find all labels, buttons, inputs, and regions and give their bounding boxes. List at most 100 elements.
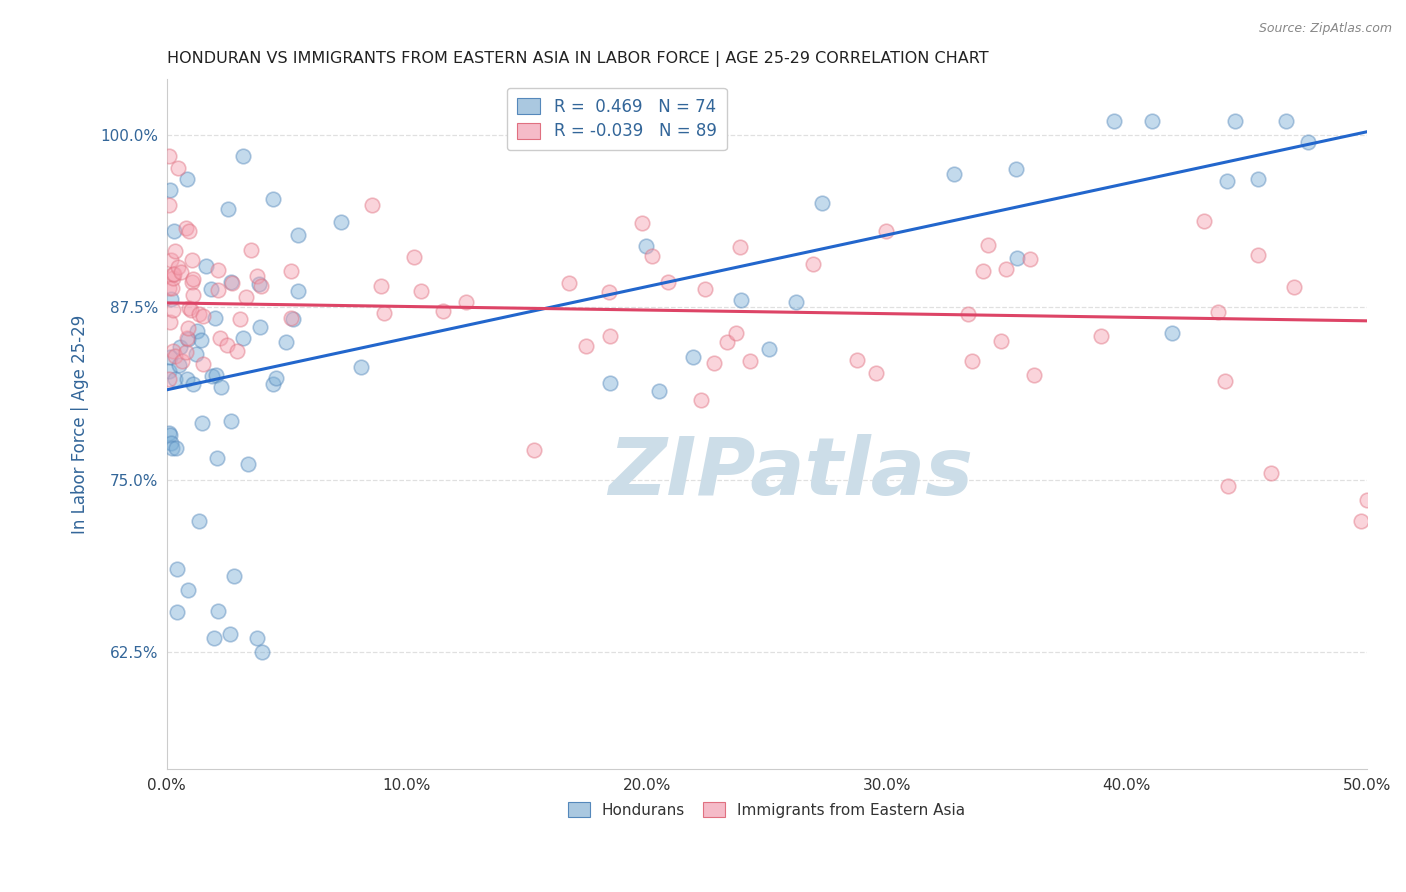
Point (169, 340, 191, 354)
Point (801, 257, 824, 271)
Point (209, 331, 232, 345)
Point (157, 281, 180, 295)
Point (1225, 113, 1247, 128)
Point (181, 377, 204, 392)
Point (157, 364, 180, 378)
Point (657, 275, 679, 289)
Point (1296, 135, 1319, 149)
Point (188, 307, 211, 321)
Point (990, 334, 1012, 348)
Point (409, 285, 432, 299)
Point (157, 149, 180, 163)
Point (219, 413, 242, 427)
Point (204, 311, 226, 326)
Point (1355, 493, 1378, 508)
Point (188, 514, 211, 528)
Point (252, 645, 274, 659)
Point (1022, 368, 1045, 383)
Point (219, 627, 242, 641)
Point (170, 265, 193, 279)
Point (166, 562, 188, 576)
Legend: Hondurans, Immigrants from Eastern Asia: Hondurans, Immigrants from Eastern Asia (562, 796, 972, 823)
Point (232, 148, 254, 162)
Point (280, 264, 302, 278)
Point (575, 338, 598, 352)
Point (177, 582, 200, 597)
Point (209, 380, 232, 394)
Point (181, 288, 204, 302)
Point (160, 281, 183, 295)
Point (166, 606, 188, 620)
Point (160, 435, 183, 450)
Point (160, 253, 183, 268)
Point (249, 320, 271, 334)
Point (1160, 326, 1182, 340)
Point (263, 192, 285, 206)
Point (200, 282, 222, 296)
Point (361, 198, 384, 212)
Point (165, 441, 187, 455)
Point (163, 244, 186, 258)
Point (246, 631, 269, 645)
Point (169, 359, 191, 373)
Point (162, 344, 184, 359)
Point (1215, 174, 1237, 188)
Point (682, 350, 704, 364)
Point (875, 224, 897, 238)
Point (972, 264, 994, 278)
Point (404, 250, 426, 264)
Point (232, 331, 254, 345)
Text: Source: ZipAtlas.com: Source: ZipAtlas.com (1258, 22, 1392, 36)
Point (264, 371, 287, 385)
Point (238, 457, 260, 471)
Point (942, 167, 965, 181)
Point (599, 329, 621, 343)
Point (287, 284, 309, 298)
Point (193, 310, 215, 324)
Point (648, 384, 671, 398)
Point (1005, 252, 1028, 266)
Point (758, 342, 780, 356)
Point (276, 335, 298, 350)
Point (195, 259, 218, 273)
Point (262, 377, 284, 392)
Point (599, 376, 621, 390)
Point (190, 333, 212, 347)
Text: ZIPatlas: ZIPatlas (609, 434, 973, 512)
Point (191, 357, 214, 371)
Point (631, 216, 654, 230)
Point (728, 239, 751, 253)
Point (330, 215, 353, 229)
Point (180, 302, 202, 317)
Point (181, 253, 204, 268)
Point (725, 326, 748, 340)
Point (205, 450, 228, 465)
Point (634, 239, 657, 253)
Point (811, 195, 834, 210)
Point (281, 311, 304, 326)
Point (202, 631, 225, 645)
Point (217, 202, 239, 217)
Point (186, 346, 208, 360)
Point (695, 282, 717, 296)
Point (523, 442, 546, 457)
Point (176, 372, 198, 386)
Point (1246, 248, 1268, 262)
Point (221, 276, 243, 290)
Point (201, 369, 224, 384)
Point (177, 301, 200, 316)
Point (181, 272, 204, 286)
Point (249, 277, 271, 291)
Point (176, 220, 198, 235)
Point (738, 354, 761, 368)
Point (159, 350, 181, 364)
Point (690, 393, 713, 408)
Point (249, 279, 271, 293)
Point (176, 332, 198, 346)
Point (1102, 113, 1125, 128)
Point (159, 428, 181, 442)
Point (641, 249, 664, 263)
Point (159, 183, 181, 197)
Point (165, 372, 187, 386)
Point (1284, 279, 1306, 293)
